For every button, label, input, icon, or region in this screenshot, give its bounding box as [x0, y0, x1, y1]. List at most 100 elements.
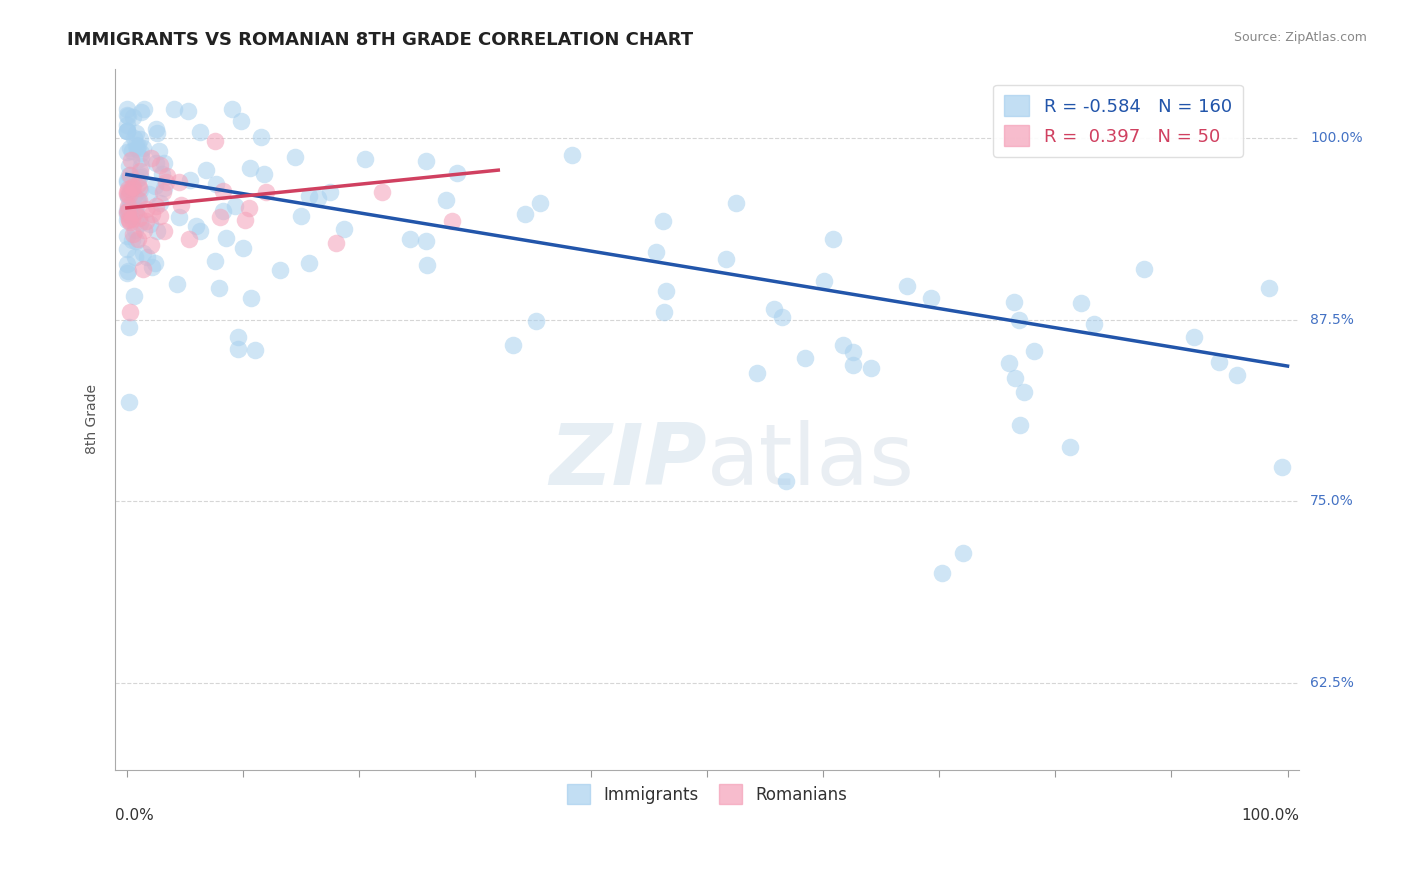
- Point: [232, 241, 254, 255]
- Point: [440, 213, 463, 227]
- Point: [208, 281, 231, 295]
- Point: [125, 203, 148, 218]
- Point: [124, 126, 146, 140]
- Text: Source: ZipAtlas.com: Source: ZipAtlas.com: [1233, 31, 1367, 45]
- Point: [141, 237, 163, 252]
- Point: [115, 145, 138, 160]
- Point: [118, 207, 141, 221]
- Point: [146, 126, 169, 140]
- Point: [120, 205, 142, 219]
- Point: [124, 288, 146, 302]
- Point: [135, 213, 157, 227]
- Point: [561, 148, 583, 162]
- Point: [118, 185, 141, 199]
- Point: [179, 172, 201, 186]
- Legend: Immigrants, Romanians: Immigrants, Romanians: [561, 778, 853, 810]
- Point: [177, 103, 200, 118]
- Point: [115, 124, 138, 138]
- Point: [141, 207, 163, 221]
- Point: [253, 167, 276, 181]
- Point: [129, 104, 152, 119]
- Point: [240, 292, 263, 306]
- Point: [117, 264, 139, 278]
- Point: [233, 213, 256, 227]
- Point: [128, 181, 150, 195]
- Point: [167, 210, 190, 224]
- Point: [775, 475, 797, 489]
- Point: [128, 211, 150, 225]
- Point: [143, 256, 166, 270]
- Point: [652, 214, 675, 228]
- Point: [132, 102, 155, 116]
- Point: [952, 545, 974, 559]
- Point: [524, 314, 547, 328]
- Point: [434, 193, 457, 207]
- Point: [117, 395, 139, 409]
- Point: [127, 193, 149, 207]
- Point: [298, 256, 321, 270]
- Point: [118, 141, 141, 155]
- Point: [354, 152, 377, 166]
- Point: [122, 188, 145, 202]
- Point: [127, 193, 149, 207]
- Point: [127, 172, 149, 186]
- Point: [121, 233, 143, 247]
- Point: [132, 246, 155, 260]
- Point: [117, 189, 139, 203]
- Point: [163, 102, 186, 116]
- Point: [129, 163, 152, 178]
- Point: [135, 202, 157, 216]
- Point: [762, 302, 785, 317]
- Point: [446, 166, 468, 180]
- Point: [284, 150, 307, 164]
- Point: [920, 291, 942, 305]
- Point: [813, 274, 835, 288]
- Point: [152, 181, 174, 195]
- Point: [221, 102, 243, 116]
- Point: [125, 137, 148, 152]
- Point: [194, 163, 217, 178]
- Point: [145, 121, 167, 136]
- Point: [117, 185, 139, 199]
- Point: [138, 186, 160, 201]
- Point: [115, 124, 138, 138]
- Point: [115, 175, 138, 189]
- Point: [290, 209, 312, 223]
- Point: [143, 179, 166, 194]
- Text: ZIP: ZIP: [550, 419, 707, 502]
- Point: [152, 156, 174, 170]
- Point: [121, 180, 143, 194]
- Point: [124, 223, 146, 237]
- Text: 62.5%: 62.5%: [1310, 675, 1354, 690]
- Point: [254, 185, 277, 199]
- Point: [117, 187, 139, 202]
- Point: [1258, 281, 1281, 295]
- Point: [1226, 368, 1249, 383]
- Point: [132, 261, 155, 276]
- Point: [716, 252, 738, 266]
- Point: [145, 199, 167, 213]
- Text: IMMIGRANTS VS ROMANIAN 8TH GRADE CORRELATION CHART: IMMIGRANTS VS ROMANIAN 8TH GRADE CORRELA…: [67, 31, 693, 49]
- Point: [117, 212, 139, 227]
- Point: [208, 210, 231, 224]
- Point: [415, 154, 437, 169]
- Point: [1010, 417, 1032, 432]
- Point: [821, 232, 844, 246]
- Point: [415, 234, 437, 248]
- Point: [398, 232, 420, 246]
- Point: [188, 224, 211, 238]
- Point: [211, 184, 233, 198]
- Point: [149, 158, 172, 172]
- Point: [1208, 355, 1230, 369]
- Point: [118, 203, 141, 218]
- Point: [115, 173, 138, 187]
- Text: 100.0%: 100.0%: [1241, 808, 1299, 823]
- Point: [226, 329, 249, 343]
- Point: [832, 338, 855, 352]
- Point: [124, 250, 146, 264]
- Point: [122, 179, 145, 194]
- Point: [120, 153, 142, 167]
- Point: [120, 168, 142, 182]
- Point: [269, 263, 291, 277]
- Point: [115, 207, 138, 221]
